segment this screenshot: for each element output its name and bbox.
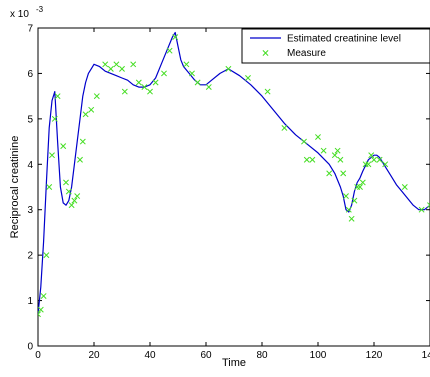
y-axis-scale-base: x 10 (10, 9, 29, 20)
measure-point (121, 88, 128, 95)
measure-point (245, 75, 251, 81)
measure-point (376, 156, 383, 163)
measure-point (102, 61, 109, 68)
plot-area (37, 27, 430, 347)
x-tick-label: 120 (366, 350, 383, 361)
series-line-estimated (38, 31, 430, 315)
y-axis-ticks: 0 1 2 3 4 5 6 7 (27, 24, 430, 353)
measure-point (161, 70, 167, 77)
legend-label-estimate: Estimated creatinine level (287, 34, 401, 45)
measure-point (183, 61, 190, 68)
measure-point (135, 79, 142, 86)
measure-point (303, 156, 310, 163)
legend-marker-swatch (262, 50, 269, 56)
measure-point (152, 79, 159, 86)
measure-point (68, 202, 75, 209)
measure-point (401, 184, 408, 190)
measure-point (46, 184, 53, 190)
measure-point (79, 138, 86, 145)
legend-marker-stroke (262, 50, 269, 56)
x-tick-label: 60 (200, 350, 212, 361)
measure-point (172, 34, 179, 41)
measure-point (343, 193, 349, 200)
measure-point (82, 111, 89, 118)
y-tick-label: 2 (27, 251, 33, 262)
measure-point (51, 115, 58, 122)
y-axis-scale-exponent: -3 (36, 5, 44, 14)
measure-point (38, 306, 44, 313)
measure-point (331, 152, 338, 159)
measure-point (54, 93, 61, 100)
y-tick-label: 4 (27, 160, 33, 171)
measure-point (365, 161, 372, 168)
legend: Estimated creatinine level Measure (241, 28, 430, 64)
y-tick-label: 5 (27, 114, 33, 125)
measure-point (345, 206, 352, 213)
measure-point (427, 202, 430, 209)
x-axis-label: Time (222, 357, 246, 369)
measure-point (382, 161, 389, 168)
measure-point (205, 84, 212, 91)
measure-point (309, 156, 316, 163)
measure-point (351, 197, 358, 204)
measure-point (315, 134, 321, 140)
measure-point (60, 143, 67, 150)
x-tick-label: 40 (144, 350, 156, 361)
measure-point (281, 124, 288, 131)
measure-point (225, 65, 232, 72)
y-axis-label: Reciprocal creatinine (9, 136, 21, 239)
measure-point (334, 147, 341, 154)
measure-point (371, 156, 377, 163)
measure-point (194, 79, 201, 86)
measure-point (43, 252, 50, 259)
measure-point (77, 156, 83, 163)
measure-point (63, 179, 69, 186)
x-tick-label: 140 (422, 350, 430, 361)
measure-point (107, 65, 114, 72)
measure-point (340, 170, 347, 177)
legend-label-measure: Measure (287, 48, 326, 59)
x-tick-label: 0 (35, 350, 41, 361)
measure-point (189, 70, 195, 77)
measure-point (357, 184, 363, 190)
measure-point (348, 215, 355, 222)
measure-point (93, 93, 100, 100)
x-tick-label: 100 (310, 350, 327, 361)
y-tick-label: 6 (27, 69, 33, 80)
legend-box (241, 28, 430, 64)
measure-point (49, 152, 55, 159)
measure-point (38, 311, 41, 318)
measure-point (65, 188, 72, 195)
measure-point (119, 65, 125, 72)
measure-point (301, 138, 307, 145)
measure-point (130, 61, 137, 68)
measure-point (166, 47, 173, 54)
measure-point (337, 156, 344, 163)
measure-point (147, 88, 153, 95)
measure-point (320, 147, 327, 154)
measure-point (74, 193, 81, 200)
measure-point (368, 152, 375, 159)
measure-point (141, 84, 148, 91)
y-tick-label: 3 (27, 205, 33, 216)
measure-point (40, 293, 47, 299)
measure-point (71, 197, 78, 204)
y-tick-label: 7 (27, 24, 33, 35)
series-layer (38, 31, 430, 318)
y-tick-label: 0 (27, 342, 33, 353)
measure-point (418, 206, 425, 213)
measure-point (113, 61, 120, 68)
x-tick-label: 20 (88, 350, 100, 361)
measure-point (326, 170, 333, 177)
measure-point (359, 179, 366, 186)
x-tick-label: 80 (256, 350, 268, 361)
y-tick-label: 1 (27, 296, 33, 307)
measure-point (264, 88, 271, 95)
measure-point (88, 106, 95, 113)
